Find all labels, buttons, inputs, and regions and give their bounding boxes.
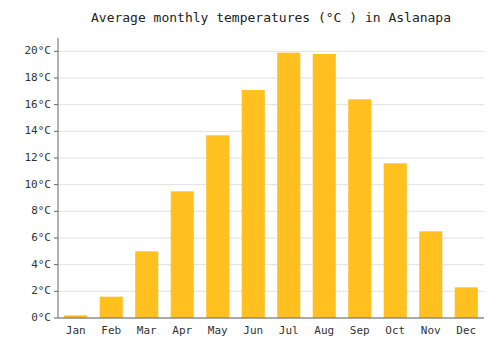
y-tick [54,104,58,105]
grid [58,51,484,318]
bar [313,54,336,318]
x-tick-label: Oct [385,324,405,337]
title: Average monthly temperatures (°C ) in As… [91,10,451,25]
chart-container: Average monthly temperatures (°C ) in As… [0,0,500,350]
x-axis: Jan Feb Mar Apr May Jun Jul Aug Sep Oct Nov Dec [58,318,484,337]
y-tick-label: 4°C [31,258,51,271]
x-tick-label: Dec [456,324,476,337]
y-tick-label: 12°C [25,151,52,164]
bar [384,163,407,318]
y-tick [54,264,58,265]
grid-line [58,78,484,79]
y-tick [54,78,58,79]
x-tick-label: May [208,324,228,337]
x-tick-label: Feb [101,324,121,337]
y-tick-label: 8°C [31,204,51,217]
x-tick-label: Jun [243,324,263,337]
x-tick-label: Aug [314,324,334,337]
y-tick-label: 16°C [25,98,52,111]
x-axis-line [58,318,484,319]
x-tick-label: Nov [421,324,441,337]
y-tick [54,211,58,212]
y-tick [54,131,58,132]
y-tick-label: 0°C [31,311,51,324]
y-tick [54,158,58,159]
bar [419,231,442,318]
y-tick-label: 18°C [25,71,52,84]
bar [455,287,478,318]
y-tick [54,291,58,292]
grid-line [58,318,484,319]
y-tick-label: 14°C [25,124,52,137]
bar [277,53,300,318]
y-tick-label: 2°C [31,284,51,297]
y-tick [54,318,58,319]
bar [135,251,158,318]
y-tick-label: 10°C [25,178,52,191]
x-tick-label: Sep [350,324,370,337]
grid-line [58,211,484,212]
grid-line [58,131,484,132]
y-axis-line [58,38,59,318]
y-tick [54,238,58,239]
bars [64,53,478,318]
grid-line [58,104,484,105]
x-tick-label: Jul [279,324,299,337]
x-tick-label: Apr [172,324,192,337]
y-tick [54,51,58,52]
grid-line [58,51,484,52]
y-tick [54,184,58,185]
x-tick-label: Mar [137,324,157,337]
bar [100,297,123,318]
grid-line [58,158,484,159]
y-axis: 0°C 2°C 4°C 6°C 8°C 10°C 12°C 14°C 16°C 18°C 20°C [25,38,59,324]
x-tick-label: Jan [66,324,86,337]
chart: Average monthly temperatures (°C ) in As… [0,0,500,350]
bar [242,90,265,318]
grid-line [58,184,484,185]
bar [171,191,194,318]
bar [206,135,229,318]
y-tick-label: 20°C [25,44,52,57]
bar [348,99,371,318]
y-tick-label: 6°C [31,231,51,244]
